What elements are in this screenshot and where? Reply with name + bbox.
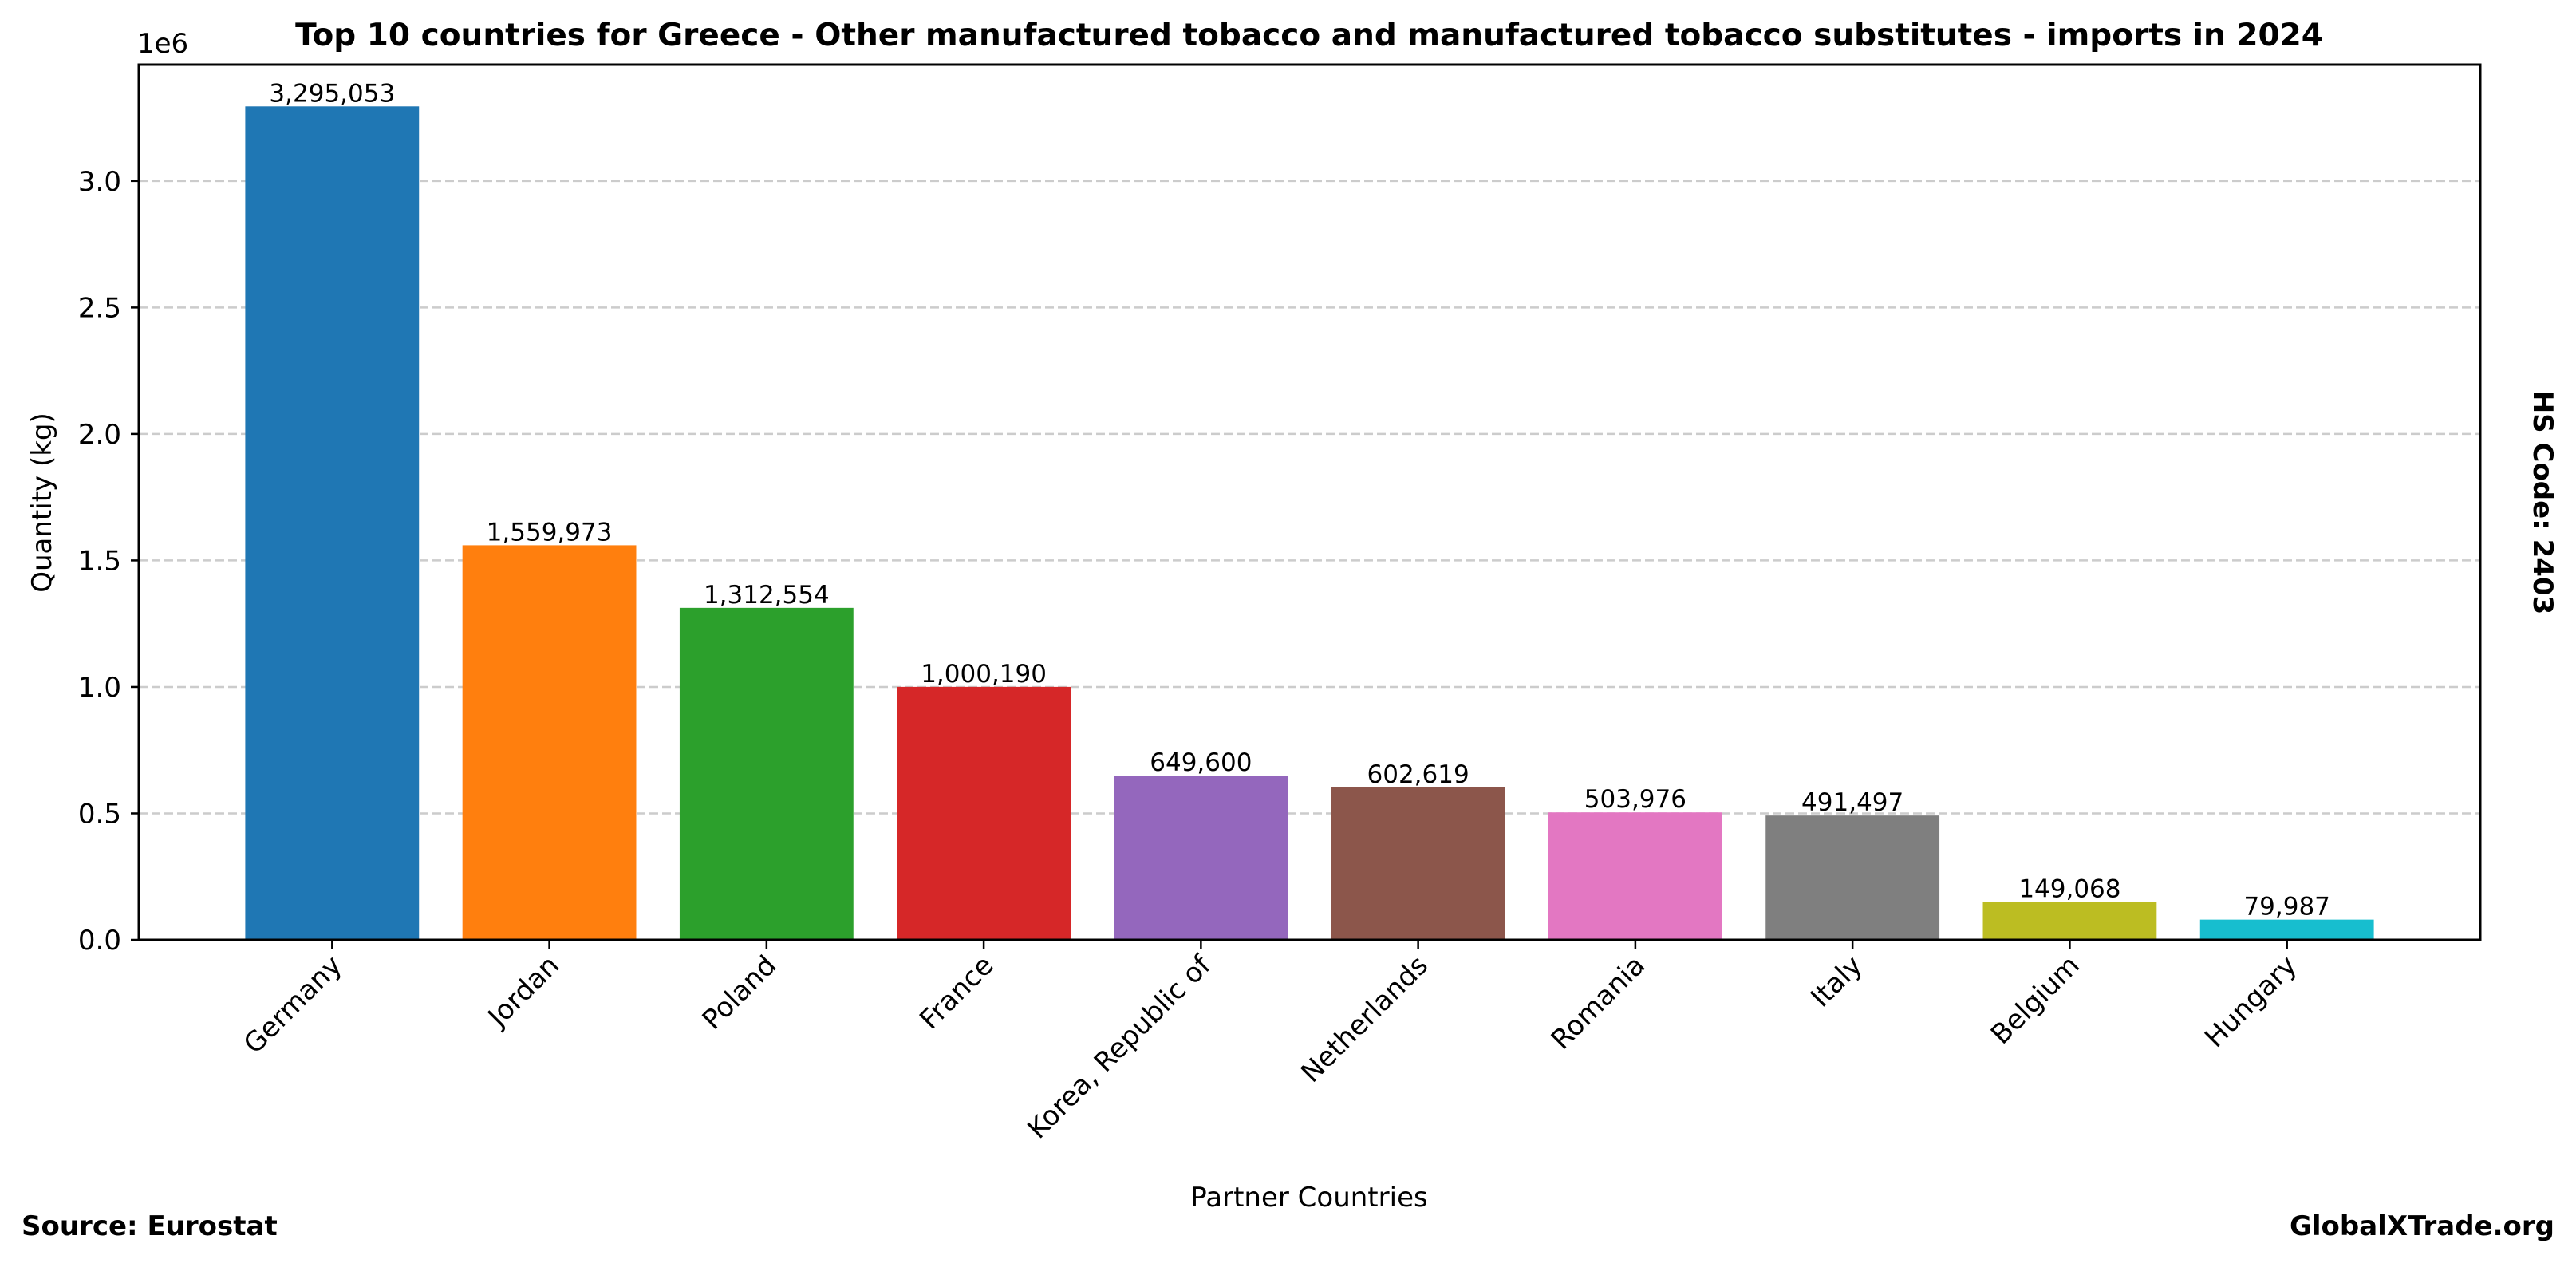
bar-value-label: 3,295,053 xyxy=(269,79,395,108)
y-tick-label: 0.0 xyxy=(78,925,121,957)
bar-italy xyxy=(1765,815,1940,940)
y-tick-label: 1.5 xyxy=(78,545,121,577)
y-axis-label: Quantity (kg) xyxy=(26,412,58,593)
chart-title: Top 10 countries for Greece - Other manu… xyxy=(295,18,2323,53)
bar-belgium xyxy=(1982,902,2157,940)
bar-value-label: 503,976 xyxy=(1584,785,1686,814)
bar-value-label: 1,000,190 xyxy=(921,660,1047,689)
hs-code-label: HS Code: 2403 xyxy=(2527,391,2558,615)
brand-label: GlobalXTrade.org xyxy=(2290,1210,2554,1242)
y-tick-label: 2.0 xyxy=(78,419,121,451)
y-axis-ticks: 0.0 0.5 1.0 1.5 2.0 2.5 3.0 xyxy=(78,166,139,957)
plot-frame xyxy=(137,63,2482,941)
bars xyxy=(245,106,2374,941)
bar-value-label: 149,068 xyxy=(2018,875,2120,904)
source-label: Source: Eurostat xyxy=(22,1210,278,1242)
y-offset-label: 1e6 xyxy=(137,28,188,60)
bar-value-label: 649,600 xyxy=(1150,748,1252,777)
bar-france xyxy=(897,686,1071,940)
bar-value-label: 602,619 xyxy=(1367,760,1469,789)
bar-value-label: 491,497 xyxy=(1801,788,1903,817)
bar-hungary xyxy=(2199,919,2374,940)
bar-value-label: 1,559,973 xyxy=(487,518,613,547)
y-tick-label: 0.5 xyxy=(78,798,121,830)
bar-value-labels: 3,295,053 1,559,973 1,312,554 1,000,190 649,… xyxy=(269,79,2330,921)
bar-netherlands xyxy=(1331,787,1505,940)
bar-value-label: 1,312,554 xyxy=(704,581,830,610)
bar-poland xyxy=(679,607,854,940)
bar-germany xyxy=(245,106,420,941)
y-tick-label: 3.0 xyxy=(78,166,121,198)
bar-jordan xyxy=(462,545,637,940)
y-tick-label: 2.5 xyxy=(78,292,121,324)
x-axis-label: Partner Countries xyxy=(1190,1182,1427,1214)
bar-romania xyxy=(1548,812,1722,940)
y-tick-label: 1.0 xyxy=(78,672,121,704)
bar-value-label: 79,987 xyxy=(2243,893,2329,922)
bar-korea-republic-of xyxy=(1114,776,1288,940)
